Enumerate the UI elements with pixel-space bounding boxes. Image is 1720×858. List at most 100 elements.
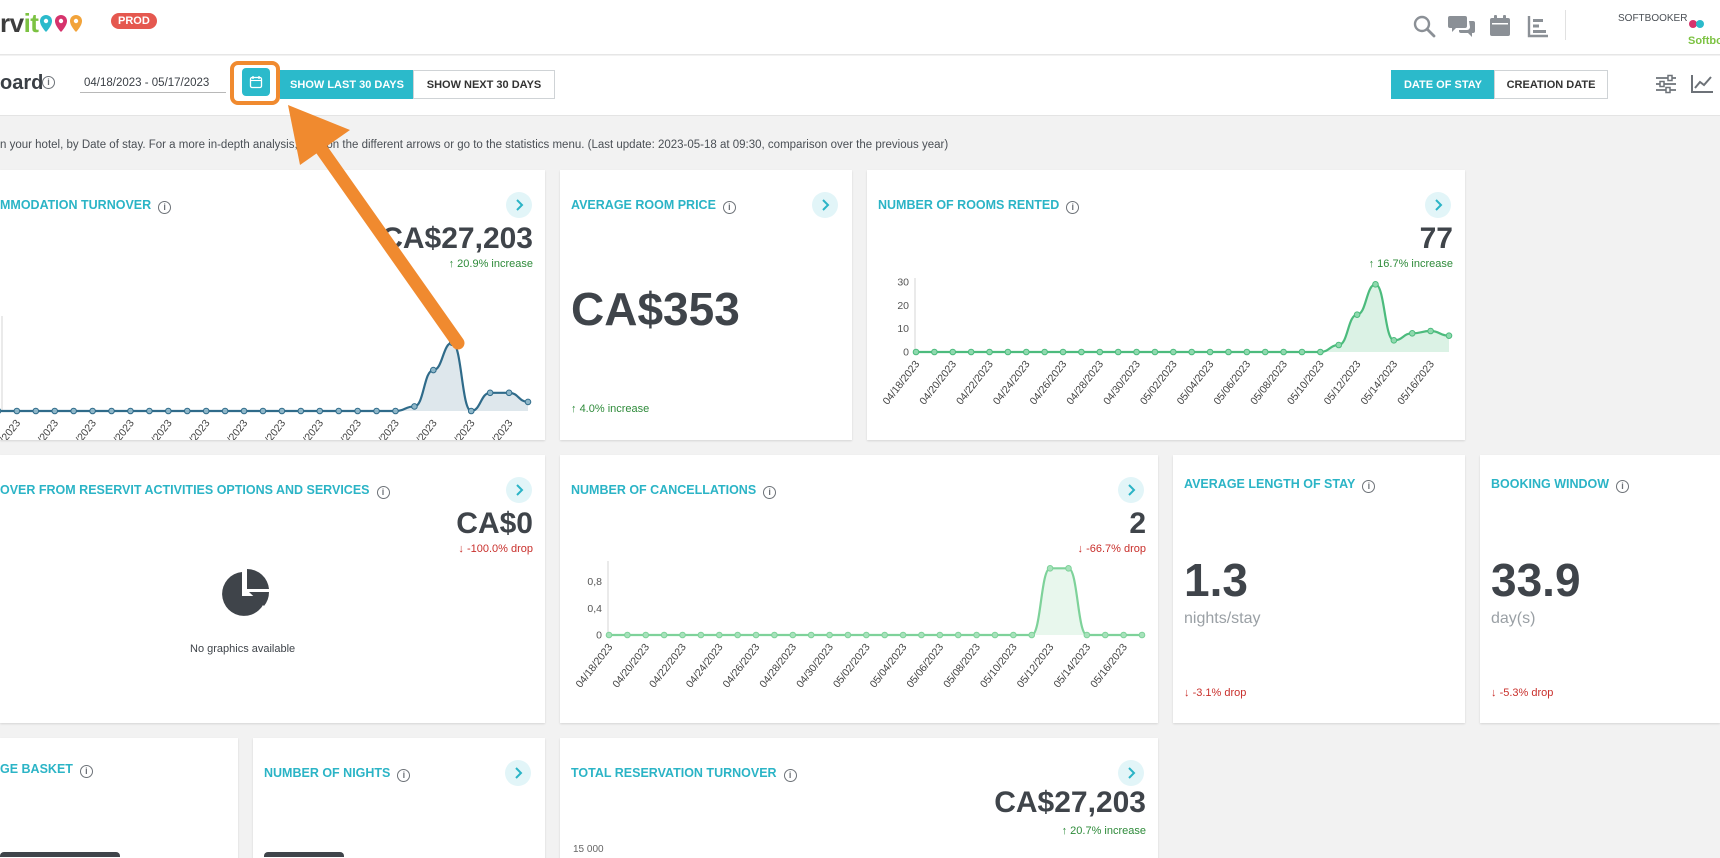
- data-point[interactable]: [297, 407, 305, 415]
- data-point[interactable]: [844, 631, 852, 639]
- data-point[interactable]: [949, 348, 957, 356]
- data-point[interactable]: [1114, 348, 1122, 356]
- chevron-right-icon[interactable]: [1425, 192, 1451, 218]
- data-point[interactable]: [335, 407, 342, 415]
- data-point[interactable]: [1083, 631, 1091, 639]
- info-icon[interactable]: i: [158, 201, 172, 214]
- data-point[interactable]: [752, 631, 760, 639]
- chevron-right-icon[interactable]: [1118, 477, 1144, 503]
- chat-icon[interactable]: [1448, 12, 1476, 40]
- data-point[interactable]: [1022, 348, 1030, 356]
- data-point[interactable]: [1353, 311, 1361, 318]
- info-icon[interactable]: i: [42, 76, 55, 89]
- chart-view-icon[interactable]: [1688, 70, 1716, 98]
- data-point[interactable]: [1028, 631, 1036, 639]
- chevron-right-icon[interactable]: [506, 477, 532, 503]
- data-point[interactable]: [715, 631, 723, 639]
- info-icon[interactable]: i: [79, 765, 93, 778]
- data-point[interactable]: [316, 407, 324, 415]
- data-point[interactable]: [1046, 565, 1054, 572]
- data-point[interactable]: [240, 407, 248, 415]
- data-point[interactable]: [734, 631, 741, 639]
- data-point[interactable]: [524, 398, 532, 406]
- date-range-input[interactable]: 04/18/2023 - 05/17/2023: [80, 74, 226, 93]
- chevron-right-icon[interactable]: [1118, 760, 1144, 786]
- info-icon[interactable]: i: [397, 769, 411, 782]
- info-icon[interactable]: i: [1066, 201, 1080, 214]
- search-icon[interactable]: [1410, 12, 1438, 40]
- data-point[interactable]: [127, 407, 134, 415]
- info-icon[interactable]: i: [1362, 480, 1376, 493]
- data-point[interactable]: [486, 389, 494, 397]
- show-next-30-button[interactable]: SHOW NEXT 30 DAYS: [413, 70, 555, 99]
- data-point[interactable]: [1065, 565, 1072, 572]
- data-point[interactable]: [973, 631, 980, 639]
- data-point[interactable]: [807, 631, 815, 639]
- data-point[interactable]: [1004, 348, 1012, 356]
- filter-settings-icon[interactable]: [1652, 70, 1680, 98]
- data-point[interactable]: [1170, 348, 1177, 356]
- data-point[interactable]: [1010, 631, 1017, 639]
- data-point[interactable]: [1120, 631, 1127, 639]
- calendar-icon[interactable]: [1486, 12, 1514, 40]
- data-point[interactable]: [954, 631, 962, 639]
- data-point[interactable]: [392, 407, 399, 415]
- data-point[interactable]: [1041, 348, 1048, 356]
- data-point[interactable]: [70, 407, 77, 415]
- account-logo[interactable]: Softbo: [1688, 18, 1720, 47]
- data-point[interactable]: [1317, 348, 1324, 356]
- data-point[interactable]: [1408, 330, 1416, 337]
- data-point[interactable]: [1078, 348, 1085, 356]
- data-point[interactable]: [936, 631, 944, 639]
- data-point[interactable]: [1372, 281, 1379, 288]
- chevron-right-icon[interactable]: [506, 192, 532, 218]
- data-point[interactable]: [991, 631, 999, 639]
- data-point[interactable]: [32, 407, 40, 415]
- data-point[interactable]: [918, 631, 925, 639]
- data-point[interactable]: [411, 403, 418, 410]
- data-point[interactable]: [467, 407, 475, 415]
- data-point[interactable]: [1445, 332, 1453, 339]
- data-point[interactable]: [202, 407, 210, 415]
- data-point[interactable]: [1151, 348, 1159, 356]
- stats-icon[interactable]: [1524, 12, 1552, 40]
- data-point[interactable]: [221, 407, 229, 415]
- data-point[interactable]: [1298, 348, 1306, 356]
- creation-date-toggle[interactable]: CREATION DATE: [1494, 70, 1608, 99]
- chevron-right-icon[interactable]: [505, 760, 531, 786]
- data-point[interactable]: [183, 407, 191, 415]
- data-point[interactable]: [0, 408, 2, 414]
- data-point[interactable]: [624, 631, 631, 639]
- data-point[interactable]: [899, 631, 907, 639]
- info-icon[interactable]: i: [763, 486, 777, 499]
- data-point[interactable]: [1059, 348, 1067, 356]
- data-point[interactable]: [881, 631, 888, 639]
- data-point[interactable]: [605, 631, 613, 639]
- date-of-stay-toggle[interactable]: DATE OF STAY: [1391, 70, 1495, 99]
- data-point[interactable]: [259, 407, 267, 415]
- info-icon[interactable]: i: [783, 769, 797, 782]
- data-point[interactable]: [967, 348, 975, 356]
- app-logo[interactable]: rvit: [0, 8, 88, 39]
- data-point[interactable]: [1133, 348, 1140, 356]
- data-point[interactable]: [1138, 631, 1146, 639]
- data-point[interactable]: [1096, 348, 1104, 356]
- data-point[interactable]: [1280, 348, 1287, 356]
- data-point[interactable]: [146, 407, 153, 415]
- data-point[interactable]: [679, 631, 686, 639]
- data-point[interactable]: [108, 407, 115, 415]
- data-point[interactable]: [1390, 337, 1398, 344]
- data-point[interactable]: [13, 407, 21, 415]
- data-point[interactable]: [373, 407, 380, 415]
- info-icon[interactable]: i: [722, 201, 736, 214]
- data-point[interactable]: [697, 631, 705, 639]
- data-point[interactable]: [165, 407, 172, 415]
- data-point[interactable]: [826, 631, 833, 639]
- data-point[interactable]: [789, 631, 797, 639]
- account-name[interactable]: SOFTBOOKER: [1618, 13, 1688, 24]
- date-picker-button[interactable]: [242, 68, 270, 96]
- data-point[interactable]: [1427, 327, 1434, 335]
- data-point[interactable]: [505, 389, 513, 397]
- data-point[interactable]: [1261, 348, 1269, 356]
- data-point[interactable]: [642, 631, 650, 639]
